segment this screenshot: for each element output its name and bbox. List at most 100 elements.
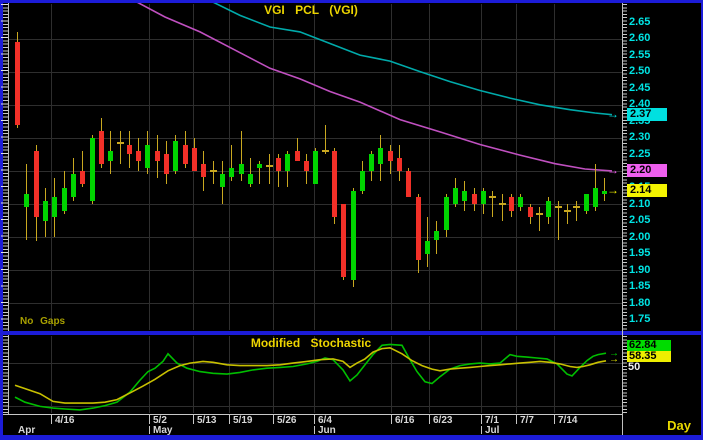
candle-up (108, 151, 113, 161)
window-frame-bottom (0, 435, 703, 440)
month-label[interactable]: Apr (18, 425, 36, 436)
candle-down (295, 151, 300, 161)
candle-wick (250, 157, 251, 188)
month-label[interactable]: Jul (485, 425, 500, 436)
candle-wick (325, 124, 326, 155)
candle-wick (278, 154, 279, 188)
month-tick (149, 426, 150, 434)
date-tick (429, 415, 430, 424)
date-label[interactable]: 5/13 (197, 415, 217, 426)
price-axis-label: 1.85 (629, 280, 651, 293)
price-axis-label: 2.55 (629, 48, 651, 61)
candle-wick (558, 200, 559, 241)
date-label[interactable]: 6/16 (395, 415, 415, 426)
month-label[interactable]: Jun (318, 425, 336, 436)
date-gridline (554, 4, 555, 330)
periodicity-label[interactable]: Day (667, 418, 691, 433)
date-label[interactable]: 7/7 (520, 415, 534, 426)
candle-down (276, 157, 281, 171)
stoch-midline-label: 50 (628, 361, 641, 373)
date-label[interactable]: 5/26 (277, 415, 297, 426)
candle-doji (573, 206, 580, 209)
price-axis-label: 2.30 (629, 131, 651, 144)
price-axis-label: 2.60 (629, 32, 651, 44)
candle-doji (555, 206, 562, 209)
candle-doji (117, 141, 124, 144)
candle-up (71, 174, 76, 198)
candle-doji (499, 203, 506, 205)
date-tick (516, 415, 517, 424)
candle-down (388, 151, 393, 161)
last-price-arrow-icon: → (607, 183, 619, 197)
stoch-gridline (9, 406, 622, 407)
candle-up (43, 200, 48, 221)
date-tick (481, 415, 482, 424)
candle-up (351, 190, 356, 281)
price-gridline (9, 71, 622, 73)
candle-up (229, 167, 234, 178)
candle-up (378, 147, 383, 165)
price-axis-label: 1.80 (629, 296, 651, 309)
candle-up (248, 174, 253, 185)
price-axis-label: 1.90 (629, 263, 651, 276)
price-gridline (9, 303, 622, 305)
date-gridline (193, 336, 194, 413)
candle-wick (269, 154, 270, 185)
date-label[interactable]: 5/2 (153, 415, 167, 426)
right-stoch-ruler-ticks (623, 336, 627, 413)
price-gridline (9, 270, 622, 272)
price-axis-label: 2.65 (629, 15, 651, 28)
candle-up (62, 187, 67, 211)
candle-doji (210, 169, 217, 172)
month-label[interactable]: May (153, 425, 173, 436)
candle-up (313, 151, 318, 185)
candle-wick (567, 204, 568, 224)
ma-short-arrow-icon: → (607, 163, 619, 177)
candle-up (239, 164, 244, 175)
candle-down (155, 151, 160, 161)
price-gridline (9, 237, 622, 239)
price-axis-label: 1.95 (629, 247, 651, 260)
date-gridline (554, 336, 555, 413)
candle-wick (213, 161, 214, 185)
stochastic-title: Modified Stochastic (250, 336, 372, 350)
candle-wick (595, 164, 596, 211)
candle-up (518, 197, 523, 208)
date-gridline (481, 4, 482, 330)
ma-short-line (136, 3, 613, 172)
panel-separator (0, 331, 703, 335)
date-label[interactable]: 7/14 (558, 415, 578, 426)
candle-up (593, 187, 598, 208)
price-axis-label: 2.25 (629, 147, 651, 160)
candle-down (509, 197, 514, 211)
date-label[interactable]: 5/19 (233, 415, 253, 426)
date-tick (229, 415, 230, 424)
candle-down (201, 164, 206, 178)
date-axis-band[interactable] (3, 414, 622, 435)
date-tick (273, 415, 274, 424)
date-label[interactable]: 6/23 (433, 415, 453, 426)
date-tick (554, 415, 555, 424)
left-stoch-ruler-line (8, 335, 9, 414)
candle-down (99, 131, 104, 165)
date-tick (314, 415, 315, 424)
candle-doji (266, 165, 273, 167)
candle-up (24, 194, 29, 208)
date-label[interactable]: 6/4 (318, 415, 332, 426)
candle-down (472, 194, 477, 204)
date-gridline (391, 4, 392, 330)
date-label[interactable]: 7/1 (485, 415, 499, 426)
date-label[interactable]: 4/16 (55, 415, 75, 426)
candle-up (173, 141, 178, 171)
date-tick (193, 415, 194, 424)
candle-wick (492, 190, 493, 218)
candle-doji (322, 150, 329, 153)
candle-wick (502, 194, 503, 221)
price-axis-label: 2.50 (629, 65, 651, 78)
stoch-fast-arrow-icon: → (609, 348, 619, 359)
stoch-gridline (9, 363, 622, 364)
stoch-slow-line (14, 346, 607, 404)
ma-long-arrow-icon: → (607, 107, 619, 121)
candle-down (332, 151, 337, 218)
candle-wick (259, 161, 260, 185)
